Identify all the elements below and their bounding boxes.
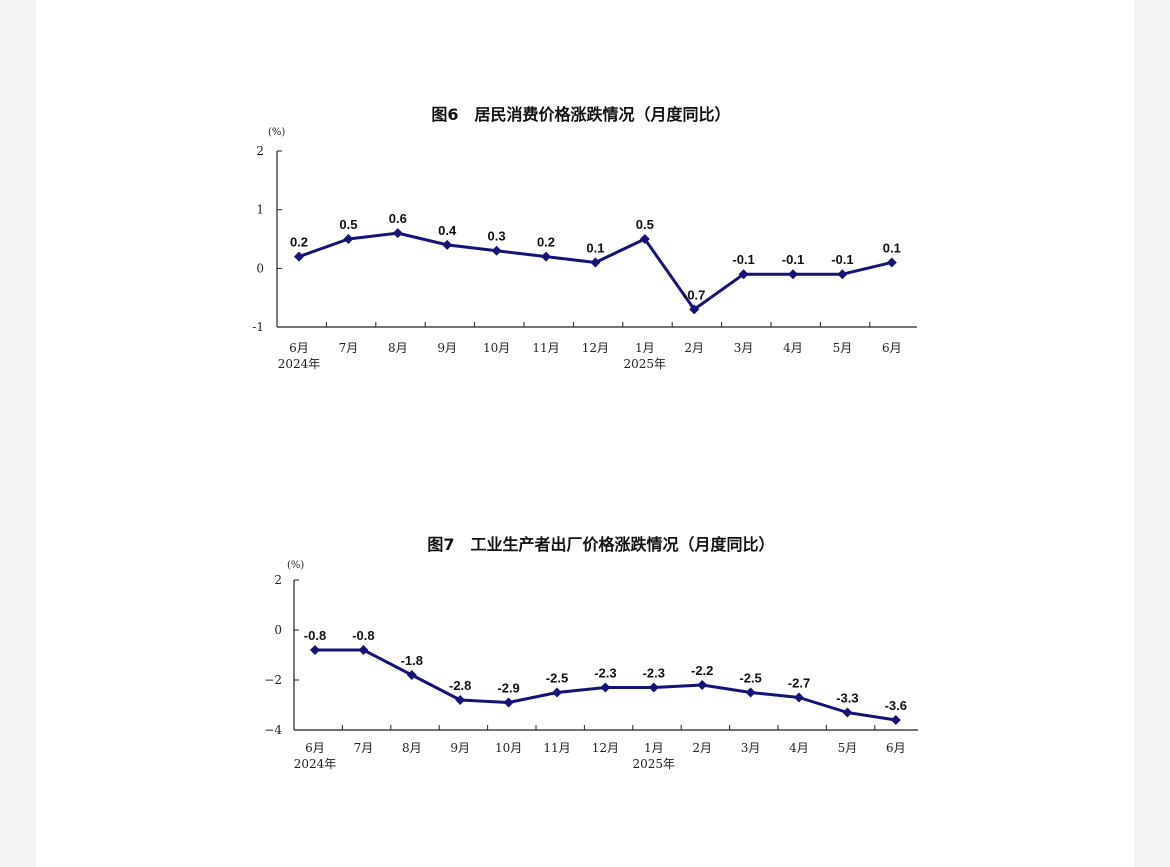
data-point: [788, 269, 798, 280]
data-point: [503, 697, 514, 708]
data-label: -1.8: [401, 653, 423, 668]
chart-ppi: 图7 工业生产者出厂价格涨跌情况（月度同比） (%) 2 0 −2 −4 6月 7月 8月 9月 1…: [264, 535, 918, 771]
year-label: 2025年: [624, 357, 667, 371]
data-point: [310, 645, 320, 655]
data-label: -2.5: [546, 671, 568, 686]
x-tick-label: 9月: [450, 741, 470, 755]
data-point: [890, 715, 901, 725]
data-point: [738, 269, 749, 280]
data-label: -2.3: [643, 666, 665, 681]
data-point: [442, 239, 453, 250]
year-label: 2024年: [294, 757, 337, 771]
data-label: -0.8: [352, 628, 374, 643]
data-label: 0.2: [290, 235, 308, 250]
y-tick-label: 1: [256, 203, 264, 217]
x-tick-label: 7月: [339, 341, 359, 355]
data-point: [541, 251, 551, 262]
x-tick-label: 4月: [789, 741, 809, 755]
x-tick-label: 3月: [741, 741, 761, 755]
x-tick-label: 10月: [495, 741, 522, 755]
data-label: -0.8: [304, 628, 326, 643]
data-point: [689, 304, 700, 315]
data-point: [491, 245, 502, 256]
y-tick-label: 2: [256, 144, 264, 158]
data-point: [552, 687, 562, 698]
data-point: [455, 695, 466, 705]
data-point: [745, 687, 756, 698]
data-point: [886, 257, 897, 268]
x-tick-label: 7月: [354, 741, 374, 755]
data-label: -0.1: [732, 252, 754, 267]
x-tick-label: 9月: [437, 341, 457, 355]
x-tick-label: 4月: [783, 341, 803, 355]
data-label: 0.1: [883, 240, 901, 255]
data-point: [294, 251, 304, 262]
data-point: [590, 257, 601, 268]
x-tick-label: 8月: [402, 741, 422, 755]
year-label: 2024年: [278, 357, 321, 371]
data-label: -2.2: [691, 663, 713, 678]
data-label: -0.7: [683, 287, 705, 302]
y-unit-label: (%): [268, 127, 285, 138]
x-tick-label: 6月: [882, 341, 902, 355]
x-tick-label: 12月: [592, 741, 619, 755]
data-point: [392, 228, 403, 239]
data-point: [648, 682, 659, 693]
data-point: [639, 234, 650, 244]
data-label: -2.9: [497, 681, 519, 696]
data-label: 0.5: [339, 217, 357, 232]
y-unit-label: (%): [287, 560, 304, 571]
data-label: 0.2: [537, 235, 555, 250]
x-tick-label: 5月: [833, 341, 853, 355]
chart-title: 图7 工业生产者出厂价格涨跌情况（月度同比）: [427, 535, 774, 554]
data-label: 0.5: [636, 217, 654, 232]
data-label: 0.1: [586, 240, 604, 255]
data-point: [343, 234, 354, 244]
x-tick-label: 2月: [684, 341, 704, 355]
y-tick-label: −2: [264, 673, 282, 687]
x-tick-label: 6月: [305, 741, 325, 755]
x-tick-label: 10月: [483, 341, 510, 355]
x-tick-label: 1月: [635, 341, 655, 355]
data-label: -2.5: [739, 671, 761, 686]
x-tick-label: 8月: [388, 341, 408, 355]
data-point: [600, 682, 611, 693]
x-tick-label: 6月: [886, 741, 906, 755]
x-tick-label: 1月: [644, 741, 664, 755]
data-point: [358, 645, 369, 655]
x-tick-label: 2月: [692, 741, 712, 755]
data-label: -0.1: [782, 252, 804, 267]
data-point: [794, 692, 804, 703]
data-label: -2.3: [594, 666, 616, 681]
x-tick-label: 12月: [582, 341, 609, 355]
x-tick-label: 11月: [543, 741, 570, 755]
y-tick-label: 0: [274, 623, 282, 637]
data-label: 0.6: [389, 211, 407, 226]
data-point: [697, 680, 708, 690]
y-tick-label: -1: [252, 320, 264, 334]
data-label: -0.1: [831, 252, 853, 267]
year-label: 2025年: [633, 757, 676, 771]
charts-canvas: 图6 居民消费价格涨跌情况（月度同比） (%) 2 1 0 -1 6月 7月 8月 9月 10月 11…: [252, 105, 918, 771]
data-label: 0.3: [488, 229, 506, 244]
data-label: -3.3: [836, 691, 858, 706]
data-point: [842, 707, 853, 718]
data-label: -3.6: [885, 698, 907, 713]
chart-cpi: 图6 居民消费价格涨跌情况（月度同比） (%) 2 1 0 -1 6月 7月 8月 9月 10月 11…: [252, 105, 917, 371]
data-label: -2.8: [449, 678, 471, 693]
x-tick-label: 3月: [734, 341, 754, 355]
data-point: [406, 670, 417, 680]
y-tick-label: 2: [274, 573, 282, 587]
chart-title: 图6 居民消费价格涨跌情况（月度同比）: [431, 105, 730, 124]
x-tick-label: 6月: [289, 341, 309, 355]
data-label: 0.4: [438, 223, 457, 238]
data-point: [837, 269, 848, 280]
y-tick-label: 0: [256, 261, 264, 275]
x-tick-label: 11月: [532, 341, 559, 355]
x-tick-label: 5月: [838, 741, 858, 755]
data-label: -2.7: [788, 676, 810, 691]
document-page: 图6 居民消费价格涨跌情况（月度同比） (%) 2 1 0 -1 6月 7月 8月 9月 10月 11…: [36, 0, 1134, 867]
y-tick-label: −4: [264, 723, 282, 737]
